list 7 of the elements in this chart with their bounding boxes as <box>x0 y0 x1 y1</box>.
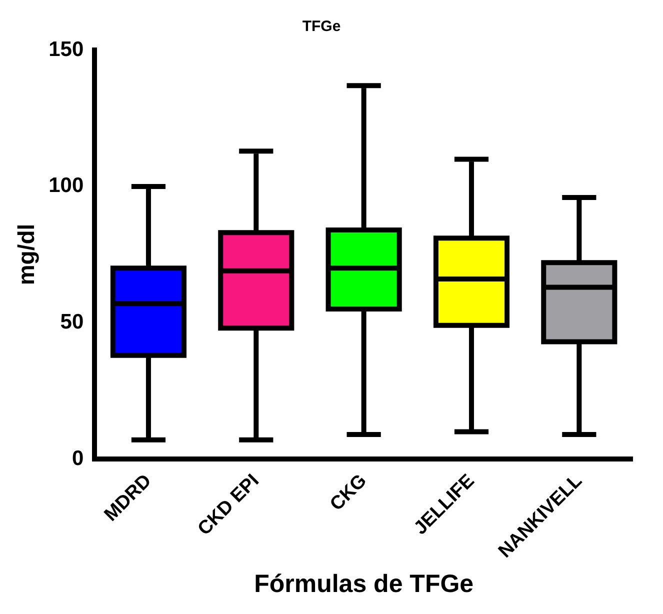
chart-title: TFGe <box>302 18 341 36</box>
y-tick-label: 150 <box>48 38 84 61</box>
x-axis-title: Fórmulas de TFGe <box>254 570 474 598</box>
y-tick-label: 0 <box>72 446 84 470</box>
y-tick-label: 100 <box>48 174 84 198</box>
y-tick-label: 50 <box>60 310 84 334</box>
y-axis-title: mg/dl <box>13 224 40 286</box>
